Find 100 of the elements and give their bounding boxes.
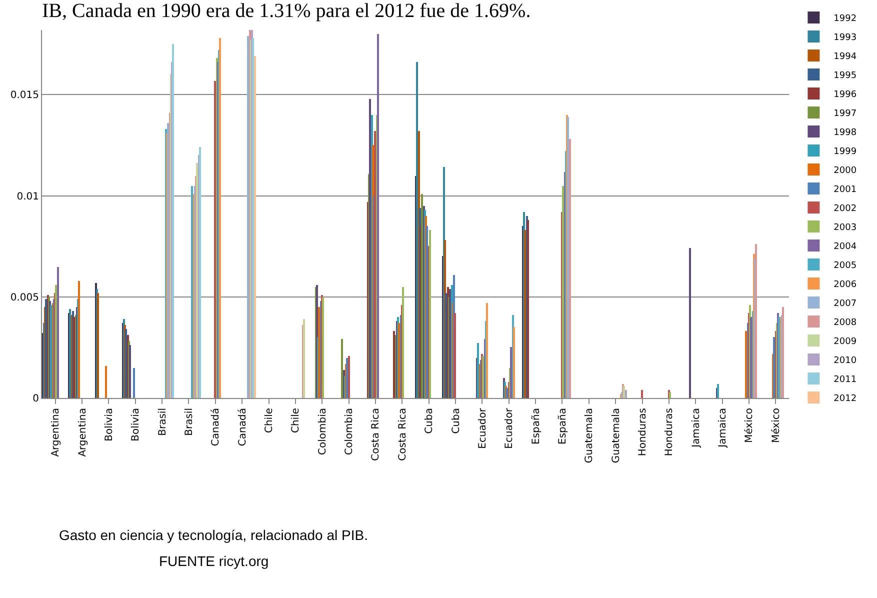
bar bbox=[45, 299, 47, 398]
x-tick-label: Costa Rica bbox=[397, 408, 408, 461]
bar bbox=[57, 267, 59, 398]
x-tick-label: Guatemala bbox=[610, 408, 622, 464]
legend-label: 1999 bbox=[834, 147, 857, 157]
x-tick-label: Chile bbox=[290, 408, 302, 434]
legend-label: 1997 bbox=[834, 109, 857, 119]
x-tick-label: Jamaica bbox=[718, 408, 729, 448]
x-tick-label: Ecuador bbox=[477, 407, 488, 449]
x-tick-label: Colombia bbox=[344, 408, 356, 455]
x-tick-label: Bolivia bbox=[130, 408, 142, 442]
legend-label: 2009 bbox=[834, 337, 857, 347]
source-note: FUENTE ricyt.org bbox=[159, 553, 269, 569]
bar bbox=[214, 81, 216, 398]
x-tick-label: Brasil bbox=[184, 408, 195, 436]
bar bbox=[303, 319, 305, 398]
bar bbox=[393, 331, 395, 398]
bar bbox=[172, 44, 174, 398]
bar bbox=[374, 131, 376, 398]
legend-label: 2012 bbox=[834, 394, 857, 404]
bar bbox=[524, 230, 526, 398]
text: Gasto en ciencia y tecnología, relacionado al PIB. bbox=[59, 527, 368, 543]
y-tick-label: 0.01 bbox=[16, 191, 39, 202]
legend-label: 2001 bbox=[834, 185, 857, 195]
bar bbox=[97, 293, 99, 398]
bar bbox=[782, 307, 784, 398]
legend-label: 2003 bbox=[834, 223, 857, 233]
legend-label: 2002 bbox=[834, 204, 857, 214]
bar bbox=[569, 139, 571, 398]
bar bbox=[421, 194, 423, 398]
bar bbox=[318, 307, 320, 398]
legend-label: 2007 bbox=[834, 299, 857, 309]
x-tick-label: España bbox=[557, 408, 568, 444]
bar bbox=[477, 343, 479, 398]
bar bbox=[513, 327, 515, 398]
bar bbox=[369, 99, 371, 398]
x-tick-label: Brasil bbox=[157, 408, 168, 436]
y-tick-label: 0.005 bbox=[10, 292, 39, 304]
x-tick-label: Bolivia bbox=[104, 408, 115, 442]
legend-label: 1998 bbox=[834, 128, 857, 138]
bar bbox=[562, 186, 564, 398]
legend-label: 1993 bbox=[834, 33, 857, 43]
bar bbox=[402, 287, 404, 398]
legend-label: 1994 bbox=[834, 52, 857, 62]
bar bbox=[69, 309, 71, 398]
bar bbox=[55, 285, 57, 398]
x-tick-label: España bbox=[530, 408, 542, 444]
bar bbox=[486, 303, 488, 398]
bar bbox=[125, 329, 127, 398]
x-tick-label: Canadá bbox=[210, 408, 222, 446]
legend-label: 2006 bbox=[834, 280, 857, 290]
x-tick-label: Honduras bbox=[638, 408, 649, 456]
x-tick-label: México bbox=[744, 408, 756, 443]
x-tick-label: México bbox=[770, 408, 782, 443]
x-tick-label: Chile bbox=[264, 408, 276, 434]
bar bbox=[625, 390, 627, 398]
legend-label: 1996 bbox=[834, 90, 857, 100]
y-tick-label: 0.015 bbox=[10, 90, 39, 102]
legend-label: 2000 bbox=[834, 166, 857, 176]
bar bbox=[133, 368, 135, 398]
legend-label: 2005 bbox=[834, 261, 857, 271]
bar bbox=[429, 230, 431, 398]
bar bbox=[755, 244, 757, 398]
bar bbox=[750, 317, 752, 398]
x-tick-label: Cuba bbox=[450, 408, 462, 434]
bar bbox=[445, 293, 447, 398]
legend-label: 1995 bbox=[834, 71, 857, 81]
bar bbox=[196, 163, 198, 398]
chart-title: IB, Canada en 1990 era de 1.31% para el 2012 fue de 1.69%. bbox=[42, 0, 531, 22]
bar bbox=[527, 220, 529, 398]
bar bbox=[745, 331, 747, 398]
bar bbox=[129, 345, 131, 398]
bar bbox=[167, 123, 169, 398]
bar bbox=[341, 339, 343, 398]
bar bbox=[454, 313, 456, 398]
x-tick-label: Cuba bbox=[424, 408, 436, 434]
x-tick-label: Ecuador bbox=[504, 407, 516, 449]
bar bbox=[773, 337, 775, 398]
bar bbox=[416, 62, 418, 398]
legend-label: 2004 bbox=[834, 242, 857, 252]
bar bbox=[717, 384, 719, 398]
bar bbox=[641, 390, 643, 398]
bar bbox=[219, 38, 221, 398]
legend-label: 2010 bbox=[834, 356, 857, 366]
x-tick-label: Colombia bbox=[317, 408, 328, 455]
bar bbox=[510, 347, 512, 398]
legend-label: 2011 bbox=[834, 375, 857, 385]
bar bbox=[199, 147, 201, 398]
x-tick-label: Costa Rica bbox=[370, 408, 382, 461]
y-tick-label: 0 bbox=[32, 394, 39, 404]
x-tick-label: Argentina bbox=[50, 408, 62, 457]
x-tick-label: Guatemala bbox=[584, 408, 596, 464]
legend-label: 1992 bbox=[834, 14, 857, 24]
bar bbox=[191, 186, 193, 398]
bar bbox=[377, 34, 379, 398]
bar bbox=[254, 56, 256, 398]
bar bbox=[426, 226, 428, 398]
x-tick-label: Canadá bbox=[237, 408, 248, 446]
x-tick-label: Honduras bbox=[664, 408, 676, 456]
bar bbox=[689, 248, 691, 398]
